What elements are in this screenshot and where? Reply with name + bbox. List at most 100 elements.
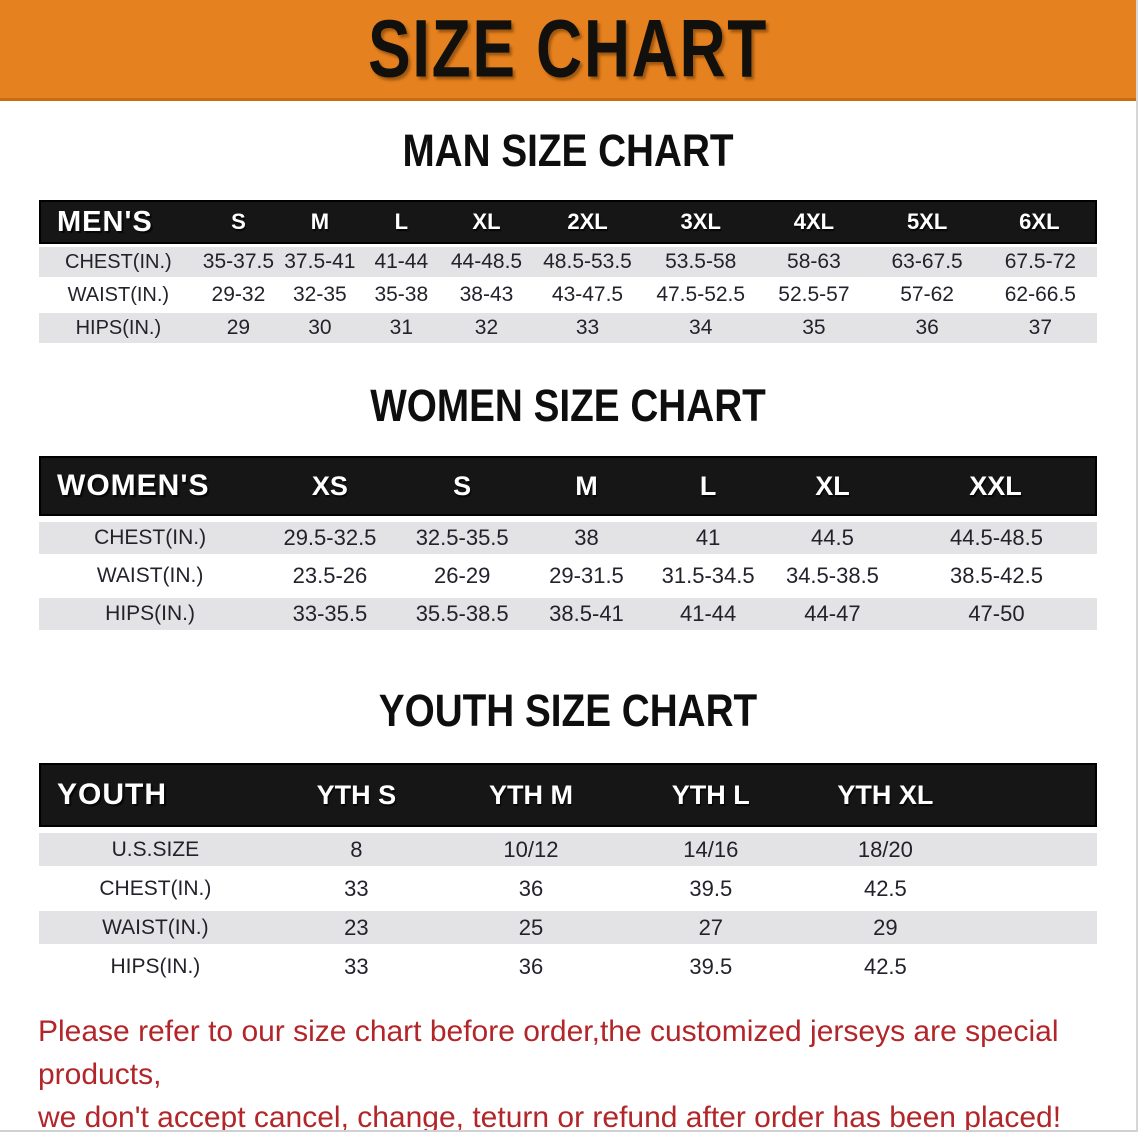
row-label: HIPS(IN.) [39,592,262,630]
size-value-cell: 33-35.5 [261,592,399,630]
table-row: WAIST(IN.) 23.5-26 26-29 29-31.5 31.5-34.5 34… [39,554,1097,592]
size-value-cell: 36 [441,944,621,983]
size-value-cell: 43-47.5 [530,277,645,310]
size-value-cell: 33 [271,944,442,983]
size-value-cell: 57-62 [870,277,984,310]
size-value-cell: 38.5-42.5 [895,554,1097,592]
size-value-cell: 42.5 [800,944,970,983]
size-value-cell: 8 [271,827,442,866]
size-value-cell: 23.5-26 [261,554,399,592]
table-row: HIPS(IN.) 29 30 31 32 33 34 35 36 37 [39,310,1097,343]
size-value-cell: 53.5-58 [644,244,758,277]
column-header-4xl: 4XL [757,200,871,244]
row-label: CHEST(IN.) [39,244,198,277]
size-value-cell: 25 [441,905,621,944]
notice-line-2: we don't accept cancel, change, teturn o… [38,1100,1062,1132]
column-header-spacer [970,763,1097,827]
size-value-cell: 31 [360,310,443,343]
column-header-6xl: 6XL [983,200,1097,244]
size-value-cell: 44-47 [768,592,896,630]
size-value-cell: 58-63 [757,244,871,277]
column-header-2xl: 2XL [530,200,645,244]
row-label: CHEST(IN.) [39,866,272,905]
table-title-cell: WOMEN'S [39,456,262,516]
row-label: HIPS(IN.) [39,310,198,343]
size-value-cell: 62-66.5 [983,277,1097,310]
size-value-cell: 41-44 [647,592,769,630]
row-label: HIPS(IN.) [39,944,272,983]
size-value-cell: 34.5-38.5 [768,554,896,592]
spacer-cell [970,827,1097,866]
row-label: CHEST(IN.) [39,516,262,554]
size-value-cell: 63-67.5 [870,244,984,277]
size-value-cell: 30 [279,310,361,343]
size-value-cell: 38 [525,516,648,554]
size-value-cell: 44-48.5 [442,244,531,277]
size-value-cell: 35-37.5 [197,244,280,277]
size-value-cell: 29-32 [197,277,280,310]
table-title-cell: MEN'S [39,200,198,244]
women-size-chart-heading: WOMEN SIZE CHART [370,380,766,431]
size-value-cell: 14/16 [620,827,801,866]
column-header-s: S [398,456,526,516]
size-value-cell: 39.5 [620,866,801,905]
size-value-cell: 18/20 [800,827,970,866]
column-header-m: M [279,200,361,244]
size-value-cell: 34 [644,310,758,343]
size-value-cell: 38.5-41 [525,592,648,630]
table-header-row: MEN'S S M L XL 2XL 3XL 4XL 5XL 6XL [39,200,1097,244]
size-value-cell: 41-44 [360,244,443,277]
size-value-cell: 52.5-57 [757,277,871,310]
row-label: WAIST(IN.) [39,277,198,310]
size-value-cell: 35.5-38.5 [398,592,526,630]
order-notice: Please refer to our size chart before or… [0,1011,1136,1132]
notice-line-1: Please refer to our size chart before or… [38,1015,1059,1091]
page-title: SIZE CHART [368,3,768,94]
column-header-s: S [197,200,280,244]
size-value-cell: 37.5-41 [279,244,361,277]
table-row: CHEST(IN.) 33 36 39.5 42.5 [39,866,1097,905]
size-value-cell: 32 [442,310,531,343]
size-value-cell: 31.5-34.5 [647,554,769,592]
size-value-cell: 36 [870,310,984,343]
women-size-table: WOMEN'S XS S M L XL XXL CHEST(IN.) 29.5-32.5 32.5… [39,456,1097,630]
size-value-cell: 47.5-52.5 [644,277,758,310]
column-header-xs: XS [261,456,399,516]
size-value-cell: 37 [983,310,1097,343]
size-value-cell: 36 [441,866,621,905]
youth-size-table: YOUTH YTH S YTH M YTH L YTH XL U.S.SIZE 8 10/12… [39,763,1097,983]
table-row: HIPS(IN.) 33-35.5 35.5-38.5 38.5-41 41-44 44-… [39,592,1097,630]
size-value-cell: 29.5-32.5 [261,516,399,554]
table-header-row: WOMEN'S XS S M L XL XXL [39,456,1097,516]
size-value-cell: 27 [620,905,801,944]
size-value-cell: 32.5-35.5 [398,516,526,554]
size-value-cell: 47-50 [895,592,1097,630]
column-header-l: L [647,456,769,516]
column-header-yth-s: YTH S [271,763,442,827]
size-value-cell: 33 [271,866,442,905]
table-row: WAIST(IN.) 23 25 27 29 [39,905,1097,944]
size-value-cell: 39.5 [620,944,801,983]
size-value-cell: 33 [530,310,645,343]
row-label: WAIST(IN.) [39,905,272,944]
column-header-yth-xl: YTH XL [800,763,970,827]
spacer-cell [970,944,1097,983]
men-size-table: MEN'S S M L XL 2XL 3XL 4XL 5XL 6XL CHEST(IN.) 35-37… [39,200,1097,343]
column-header-l: L [360,200,443,244]
column-header-xl: XL [442,200,531,244]
size-value-cell: 38-43 [442,277,531,310]
banner: SIZE CHART [0,0,1136,101]
table-title-cell: YOUTH [39,763,272,827]
table-row: WAIST(IN.) 29-32 32-35 35-38 38-43 43-47.5 47.… [39,277,1097,310]
spacer-cell [970,866,1097,905]
size-value-cell: 29 [800,905,970,944]
spacer-cell [970,905,1097,944]
column-header-yth-m: YTH M [441,763,621,827]
table-row: HIPS(IN.) 33 36 39.5 42.5 [39,944,1097,983]
column-header-m: M [525,456,648,516]
man-size-chart-section: MAN SIZE CHART MEN'S S M L XL 2XL 3XL 4XL 5XL 6XL… [0,128,1136,343]
youth-size-chart-section: YOUTH SIZE CHART YOUTH YTH S YTH M YTH L YTH… [0,688,1136,983]
size-value-cell: 23 [271,905,442,944]
size-value-cell: 44.5-48.5 [895,516,1097,554]
